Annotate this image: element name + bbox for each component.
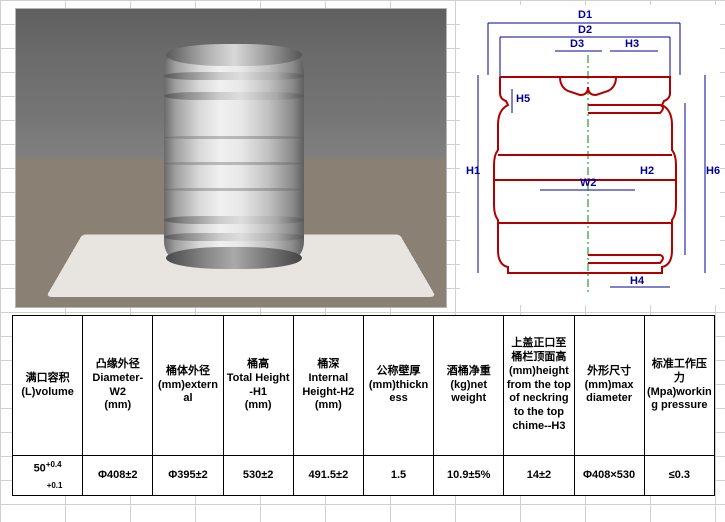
col-pressure: 标准工作压力 (Mpa)working pressure	[644, 316, 714, 456]
cell-h3: 14±2	[504, 456, 574, 496]
col-diameter-w2: 凸缘外径 Diameter-W2 (mm)	[83, 316, 153, 456]
table-row: 50+0.4+0.1 Φ408±2 Φ395±2 530±2 491.5±2 1…	[13, 456, 715, 496]
col-h2: 桶深 Internal Height-H2 (mm)	[293, 316, 363, 456]
label-h4: H4	[630, 275, 644, 287]
table-header-row: 满口容积 (L)volume 凸缘外径 Diameter-W2 (mm) 桶体外…	[13, 316, 715, 456]
label-h2: H2	[640, 165, 654, 177]
col-h3: 上盖正口至桶栏顶面高 (mm)height from the top of ne…	[504, 316, 574, 456]
cell-weight: 10.9±5%	[434, 456, 504, 496]
col-thickness: 公称壁厚 (mm)thickness	[363, 316, 433, 456]
label-h3: H3	[625, 38, 639, 50]
label-h5: H5	[516, 93, 530, 105]
cell-volume: 50+0.4+0.1	[13, 456, 83, 496]
keg-photo	[15, 8, 447, 308]
technical-diagram: D1 D2 D3 H3 H5 H1 H2 H6 W2 H4	[460, 5, 720, 305]
col-max-diameter: 外形尺寸 (mm)max diameter	[574, 316, 644, 456]
label-h6: H6	[706, 165, 720, 177]
label-w2: W2	[580, 177, 597, 189]
cell-external: Φ395±2	[153, 456, 223, 496]
cell-h2: 491.5±2	[293, 456, 363, 496]
col-external: 桶体外径 (mm)external	[153, 316, 223, 456]
cell-pressure: ≤0.3	[644, 456, 714, 496]
col-volume: 满口容积 (L)volume	[13, 316, 83, 456]
keg	[164, 44, 304, 269]
label-h1: H1	[466, 165, 480, 177]
cell-max-diameter: Φ408×530	[574, 456, 644, 496]
col-h1: 桶高 Total Height -H1 (mm)	[223, 316, 293, 456]
label-d1: D1	[578, 9, 592, 21]
cell-diameter-w2: Φ408±2	[83, 456, 153, 496]
spec-table: 满口容积 (L)volume 凸缘外径 Diameter-W2 (mm) 桶体外…	[12, 315, 715, 496]
label-d2: D2	[578, 24, 592, 36]
cell-h1: 530±2	[223, 456, 293, 496]
label-d3: D3	[570, 38, 584, 50]
cell-thickness: 1.5	[363, 456, 433, 496]
col-weight: 酒桶净重 (kg)net weight	[434, 316, 504, 456]
